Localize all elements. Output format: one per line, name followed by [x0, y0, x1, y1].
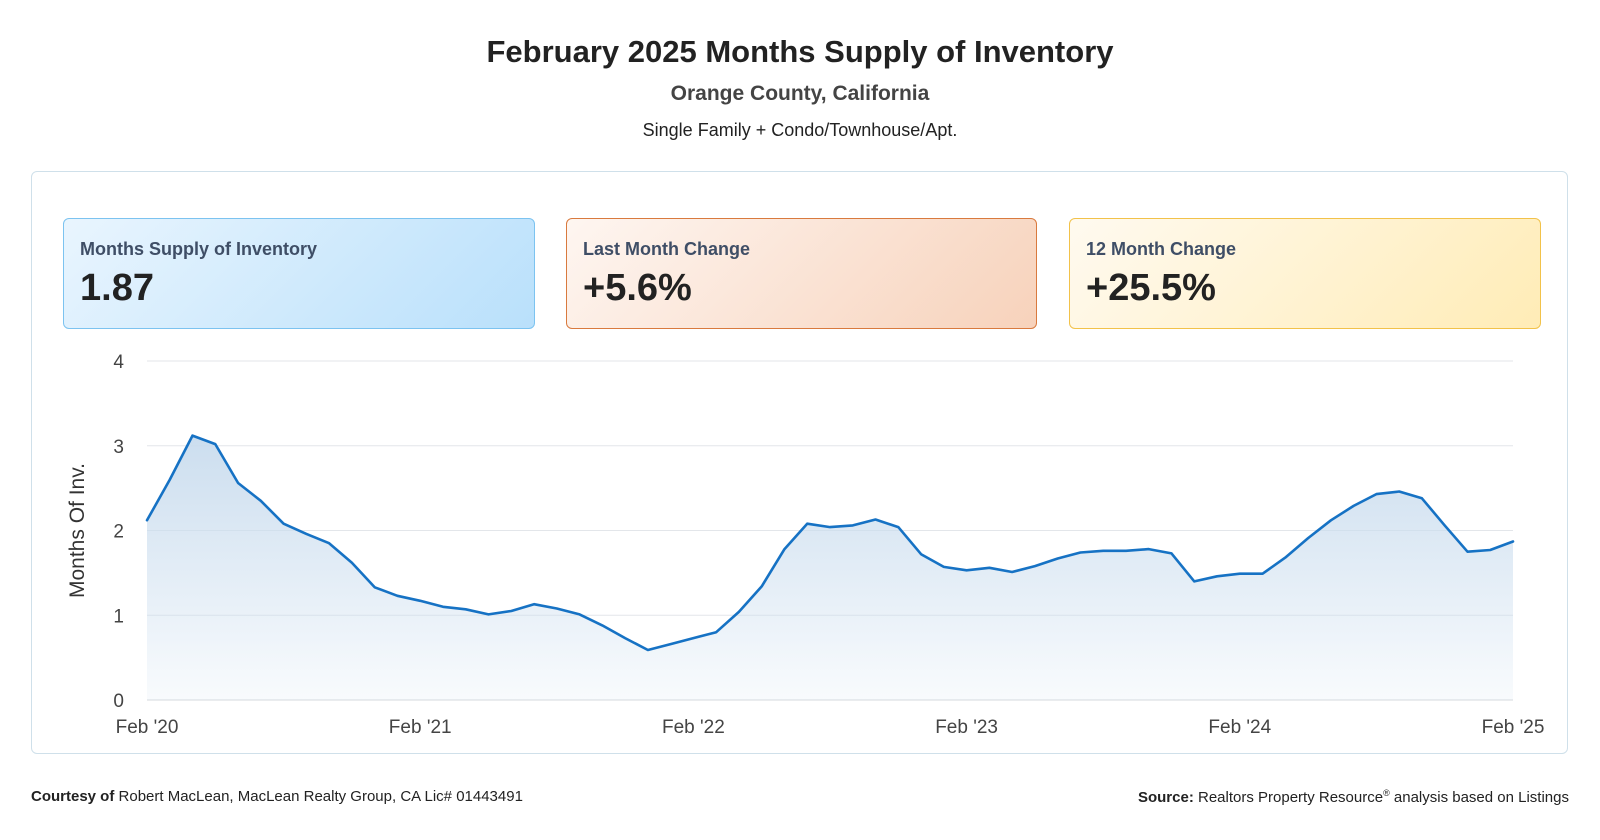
stat-card-value: 1.87	[80, 267, 154, 309]
registered-mark: ®	[1383, 788, 1390, 798]
source-text-suffix: analysis based on Listings	[1389, 789, 1569, 806]
x-tick-label: Feb '22	[662, 717, 725, 738]
stat-card-12-month-change: 12 Month Change +25.5%	[1069, 218, 1541, 329]
series-area	[147, 435, 1513, 700]
source-text: Realtors Property Resource	[1198, 789, 1384, 806]
stat-card-value: +5.6%	[583, 267, 692, 309]
stat-card-label: Months Supply of Inventory	[80, 239, 317, 259]
stat-card-label: 12 Month Change	[1086, 239, 1237, 259]
series-line	[145, 434, 1515, 652]
courtesy-label: Courtesy of	[31, 788, 115, 805]
courtesy-text: Robert MacLean, MacLean Realty Group, CA…	[118, 788, 523, 805]
y-tick-label: 4	[113, 352, 124, 373]
x-tick-label: Feb '23	[935, 717, 998, 738]
x-tick-label: Feb '24	[1208, 717, 1271, 738]
page-title: February 2025 Months Supply of Inventory	[486, 34, 1114, 69]
region-subtitle: Orange County, California	[670, 82, 930, 105]
property-types-subtitle: Single Family + Condo/Townhouse/Apt.	[642, 120, 958, 140]
stat-card-months-supply: Months Supply of Inventory 1.87	[63, 218, 535, 329]
stat-card-last-month-change: Last Month Change +5.6%	[566, 218, 1037, 329]
x-tick-label: Feb '25	[1482, 717, 1545, 738]
stat-card-label: Last Month Change	[583, 239, 750, 259]
y-axis-label: Months Of Inv.	[66, 463, 89, 598]
courtesy-footer: Courtesy of Robert MacLean, MacLean Real…	[31, 788, 523, 805]
y-tick-label: 1	[113, 606, 124, 627]
source-footer: Source: Realtors Property Resource® anal…	[1138, 788, 1569, 806]
y-tick-label: 0	[113, 691, 124, 712]
x-tick-label: Feb '21	[389, 717, 452, 738]
x-tick-label: Feb '20	[116, 717, 179, 738]
y-tick-label: 3	[113, 437, 124, 458]
stat-card-value: +25.5%	[1086, 267, 1216, 309]
y-tick-label: 2	[113, 522, 124, 543]
source-label: Source:	[1137, 789, 1194, 806]
